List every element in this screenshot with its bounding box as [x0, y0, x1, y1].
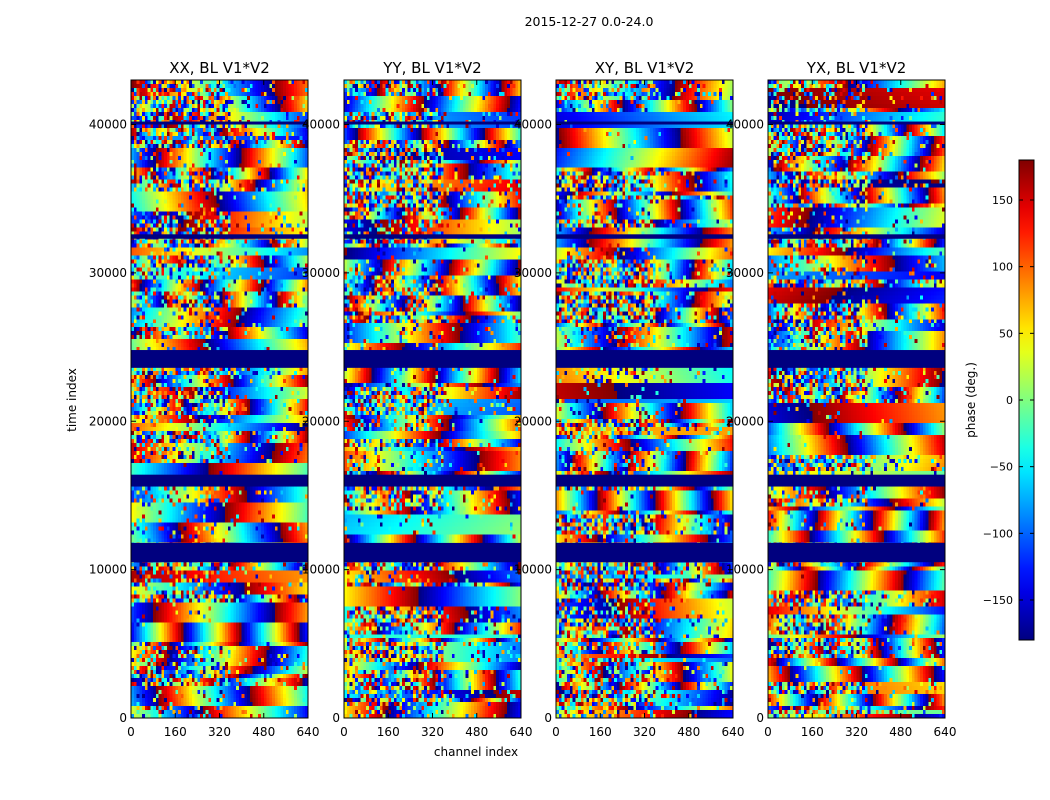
- colorbar-tick-label: −150: [983, 594, 1013, 607]
- y-tick-label: 20000: [302, 414, 340, 428]
- x-axis-label: channel index: [434, 745, 518, 759]
- masked-band: [131, 234, 308, 239]
- x-tick-label: 480: [465, 725, 488, 739]
- x-tick-label: 160: [589, 725, 612, 739]
- x-tick-label: 480: [677, 725, 700, 739]
- panel-yx: YX, BL V1*V2 0 160 320 480 640 0 10000 20000 3000…: [726, 59, 957, 739]
- x-tick-label: 640: [934, 725, 957, 739]
- x-tick-label: 0: [127, 725, 135, 739]
- colorbar-label: phase (deg.): [964, 362, 978, 438]
- masked-band: [556, 350, 733, 368]
- y-tick-label: 0: [756, 711, 764, 725]
- colorbar-tick-label: −50: [990, 461, 1013, 474]
- masked-band: [131, 121, 308, 125]
- masked-band: [768, 542, 945, 563]
- y-tick-label: 40000: [89, 118, 127, 132]
- masked-band: [768, 474, 945, 487]
- masked-band: [344, 350, 521, 368]
- masked-band: [344, 234, 521, 239]
- phase-heatmap-xy: [556, 80, 733, 718]
- masked-band: [344, 474, 521, 487]
- y-tick-label: 0: [544, 711, 552, 725]
- panel-xx: XX, BL V1*V2 0 160 320 480 640 0 10000 20000 3000…: [89, 59, 320, 739]
- masked-band: [131, 474, 308, 487]
- panel-yy: YY, BL V1*V2 0 160 320 480 640 0 10000 20000 3000…: [302, 59, 533, 739]
- masked-band: [556, 542, 733, 563]
- x-tick-label: 0: [764, 725, 772, 739]
- masked-band: [344, 542, 521, 563]
- colorbar-tick-label: 50: [999, 327, 1013, 340]
- figure-title: 2015-12-27 0.0-24.0: [525, 14, 654, 29]
- x-tick-label: 480: [252, 725, 275, 739]
- y-tick-label: 40000: [514, 118, 552, 132]
- masked-band: [556, 121, 733, 125]
- colorbar-tick-label: 0: [1006, 394, 1013, 407]
- panels: XX, BL V1*V2 0 160 320 480 640 0 10000 20000 3000…: [89, 59, 957, 739]
- masked-band: [768, 121, 945, 125]
- y-tick-label: 20000: [726, 414, 764, 428]
- y-tick-label: 10000: [726, 563, 764, 577]
- masked-band: [556, 234, 733, 239]
- y-tick-label: 10000: [302, 563, 340, 577]
- y-tick-label: 30000: [89, 266, 127, 280]
- x-tick-label: 160: [801, 725, 824, 739]
- colorbar-tick-label: 100: [992, 261, 1013, 274]
- y-tick-label: 10000: [514, 563, 552, 577]
- x-tick-label: 640: [722, 725, 745, 739]
- phase-heatmap-yx: [768, 80, 945, 718]
- x-tick-label: 0: [340, 725, 348, 739]
- x-tick-label: 640: [297, 725, 320, 739]
- masked-band: [768, 350, 945, 368]
- colorbar: −150 −100 −50 0 50 100 150 phase (deg.): [964, 159, 1035, 641]
- y-tick-label: 0: [332, 711, 340, 725]
- y-axis-label: time index: [65, 368, 79, 432]
- masked-band: [131, 350, 308, 368]
- panel-title: XX, BL V1*V2: [169, 59, 270, 77]
- masked-band: [131, 542, 308, 563]
- panel-title: YY, BL V1*V2: [382, 59, 481, 77]
- x-tick-label: 480: [889, 725, 912, 739]
- phase-heatmap-yy: [344, 80, 521, 718]
- x-tick-label: 320: [208, 725, 231, 739]
- x-tick-label: 160: [377, 725, 400, 739]
- masked-band: [768, 234, 945, 239]
- x-tick-label: 640: [510, 725, 533, 739]
- y-tick-label: 30000: [514, 266, 552, 280]
- masked-band: [556, 474, 733, 487]
- y-tick-label: 30000: [726, 266, 764, 280]
- y-tick-label: 10000: [89, 563, 127, 577]
- y-tick-label: 20000: [514, 414, 552, 428]
- x-tick-label: 0: [552, 725, 560, 739]
- x-tick-label: 160: [164, 725, 187, 739]
- panel-title: XY, BL V1*V2: [595, 59, 695, 77]
- colorbar-tick-label: 150: [992, 194, 1013, 207]
- panel-title: YX, BL V1*V2: [806, 59, 907, 77]
- y-tick-label: 0: [119, 711, 127, 725]
- x-tick-label: 320: [421, 725, 444, 739]
- y-tick-label: 20000: [89, 414, 127, 428]
- x-tick-label: 320: [845, 725, 868, 739]
- x-tick-label: 320: [633, 725, 656, 739]
- y-tick-label: 40000: [726, 118, 764, 132]
- phase-heatmap-xx: [131, 80, 308, 718]
- y-tick-label: 40000: [302, 118, 340, 132]
- y-tick-label: 30000: [302, 266, 340, 280]
- masked-band: [344, 121, 521, 125]
- colorbar-tick-label: −100: [983, 527, 1013, 540]
- panel-xy: XY, BL V1*V2 0 160 320 480 640 0 10000 20000 3000…: [514, 59, 745, 739]
